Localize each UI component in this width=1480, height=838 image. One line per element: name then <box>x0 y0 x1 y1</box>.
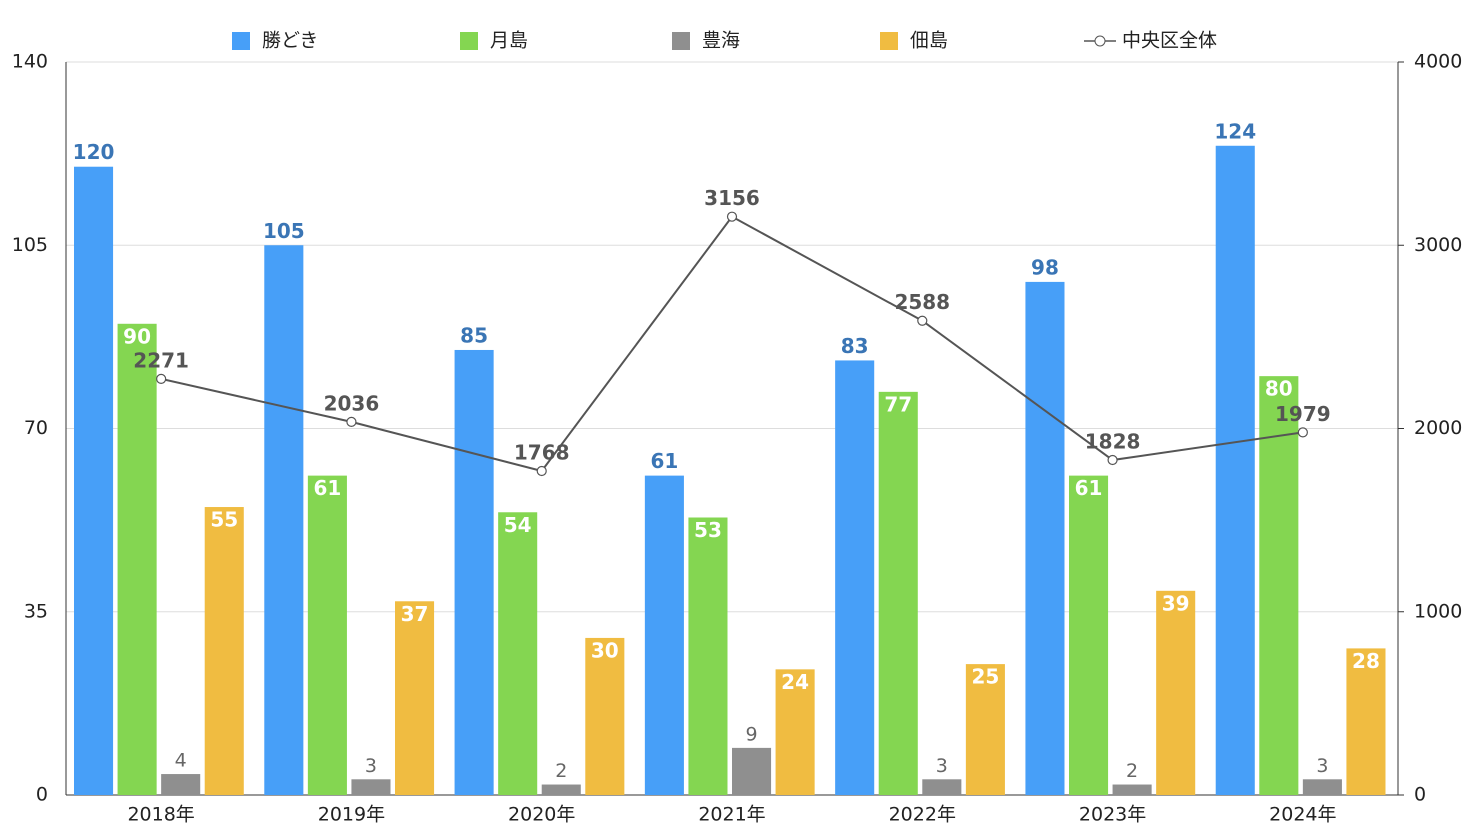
bar <box>835 360 875 795</box>
y2-tick-label: 2000 <box>1414 417 1462 439</box>
data-label: 85 <box>460 323 488 347</box>
data-label: 30 <box>591 638 619 662</box>
x-tick-label: 2020年 <box>508 804 575 826</box>
bar <box>1215 145 1255 795</box>
bar <box>161 774 201 795</box>
data-label: 24 <box>781 670 809 694</box>
data-label: 53 <box>694 518 722 542</box>
data-label: 105 <box>263 219 305 243</box>
data-label: 1979 <box>1275 402 1331 426</box>
data-label: 55 <box>210 508 238 532</box>
bar <box>1259 376 1299 795</box>
data-label: 39 <box>1162 591 1190 615</box>
line-point <box>1107 454 1118 466</box>
bar <box>117 323 157 795</box>
bar <box>878 391 918 795</box>
y2-tick-label: 4000 <box>1414 51 1462 73</box>
data-label: 28 <box>1352 649 1380 673</box>
y-tick-label: 105 <box>12 234 48 256</box>
bar <box>264 245 304 795</box>
data-label: 120 <box>73 140 115 164</box>
data-label: 61 <box>650 449 678 473</box>
legend-swatch <box>672 32 690 50</box>
bar <box>74 166 114 795</box>
x-tick-label: 2022年 <box>889 804 956 826</box>
bar <box>1346 648 1386 795</box>
data-label: 83 <box>841 334 869 358</box>
bar <box>732 747 772 795</box>
line-point <box>726 211 738 222</box>
y-tick-label: 70 <box>24 417 48 439</box>
line-point <box>156 373 167 384</box>
data-label: 2 <box>555 760 567 782</box>
data-label: 3 <box>1316 755 1328 777</box>
y-tick-label: 0 <box>36 784 48 806</box>
y-tick-label: 35 <box>24 600 48 622</box>
data-label: 80 <box>1265 377 1293 401</box>
bar <box>688 517 728 795</box>
data-label: 3 <box>936 755 948 777</box>
line-point <box>346 416 357 428</box>
bar <box>498 512 538 795</box>
data-label: 54 <box>504 513 532 537</box>
data-label: 3156 <box>704 186 760 210</box>
y2-tick-label: 0 <box>1414 784 1426 806</box>
x-tick-label: 2023年 <box>1079 804 1146 826</box>
data-label: 2588 <box>894 290 950 314</box>
bar <box>922 779 962 795</box>
data-label: 124 <box>1214 119 1256 143</box>
data-label: 2 <box>1126 760 1138 782</box>
legend-label: 勝どき <box>262 30 318 52</box>
bar <box>395 601 435 795</box>
x-tick-label: 2018年 <box>127 804 194 826</box>
data-label: 90 <box>123 324 151 348</box>
data-label: 25 <box>971 665 999 689</box>
bar <box>204 507 244 795</box>
bar <box>585 637 625 795</box>
x-tick-label: 2019年 <box>318 804 385 826</box>
bar <box>1112 784 1152 795</box>
legend-label: 豊海 <box>702 30 740 52</box>
bar <box>1069 475 1109 795</box>
data-label: 37 <box>401 602 429 626</box>
bar <box>307 475 347 795</box>
bar <box>1156 590 1196 795</box>
x-tick-label: 2021年 <box>698 804 765 826</box>
bar <box>454 349 494 795</box>
y2-tick-label: 3000 <box>1414 234 1462 256</box>
bar <box>1302 779 1342 795</box>
data-label: 9 <box>745 723 757 745</box>
data-label: 61 <box>1075 476 1103 500</box>
y2-tick-label: 1000 <box>1414 600 1462 622</box>
data-label: 1828 <box>1085 430 1141 454</box>
x-tick-label: 2024年 <box>1269 804 1336 826</box>
legend-marker <box>1094 35 1106 47</box>
data-label: 1768 <box>514 441 570 465</box>
data-label: 77 <box>884 392 912 416</box>
bar <box>541 784 581 795</box>
legend-label: 月島 <box>490 30 528 52</box>
data-label: 2036 <box>324 391 380 415</box>
data-label: 4 <box>175 750 187 772</box>
bar <box>1025 281 1065 795</box>
legend-label: 佃島 <box>910 30 948 52</box>
data-label: 3 <box>365 755 377 777</box>
bar <box>775 669 815 795</box>
legend-swatch <box>232 32 250 50</box>
data-label: 61 <box>313 476 341 500</box>
bar <box>644 475 684 795</box>
data-label: 98 <box>1031 255 1059 279</box>
legend-label: 中央区全体 <box>1122 30 1217 52</box>
y-tick-label: 140 <box>12 51 48 73</box>
bar <box>965 664 1005 795</box>
legend-swatch <box>880 32 898 50</box>
data-label: 2271 <box>133 348 189 372</box>
line-point <box>1297 427 1308 438</box>
line-point <box>536 465 547 477</box>
legend-swatch <box>460 32 478 50</box>
line-point <box>917 315 928 326</box>
bar <box>351 779 391 795</box>
